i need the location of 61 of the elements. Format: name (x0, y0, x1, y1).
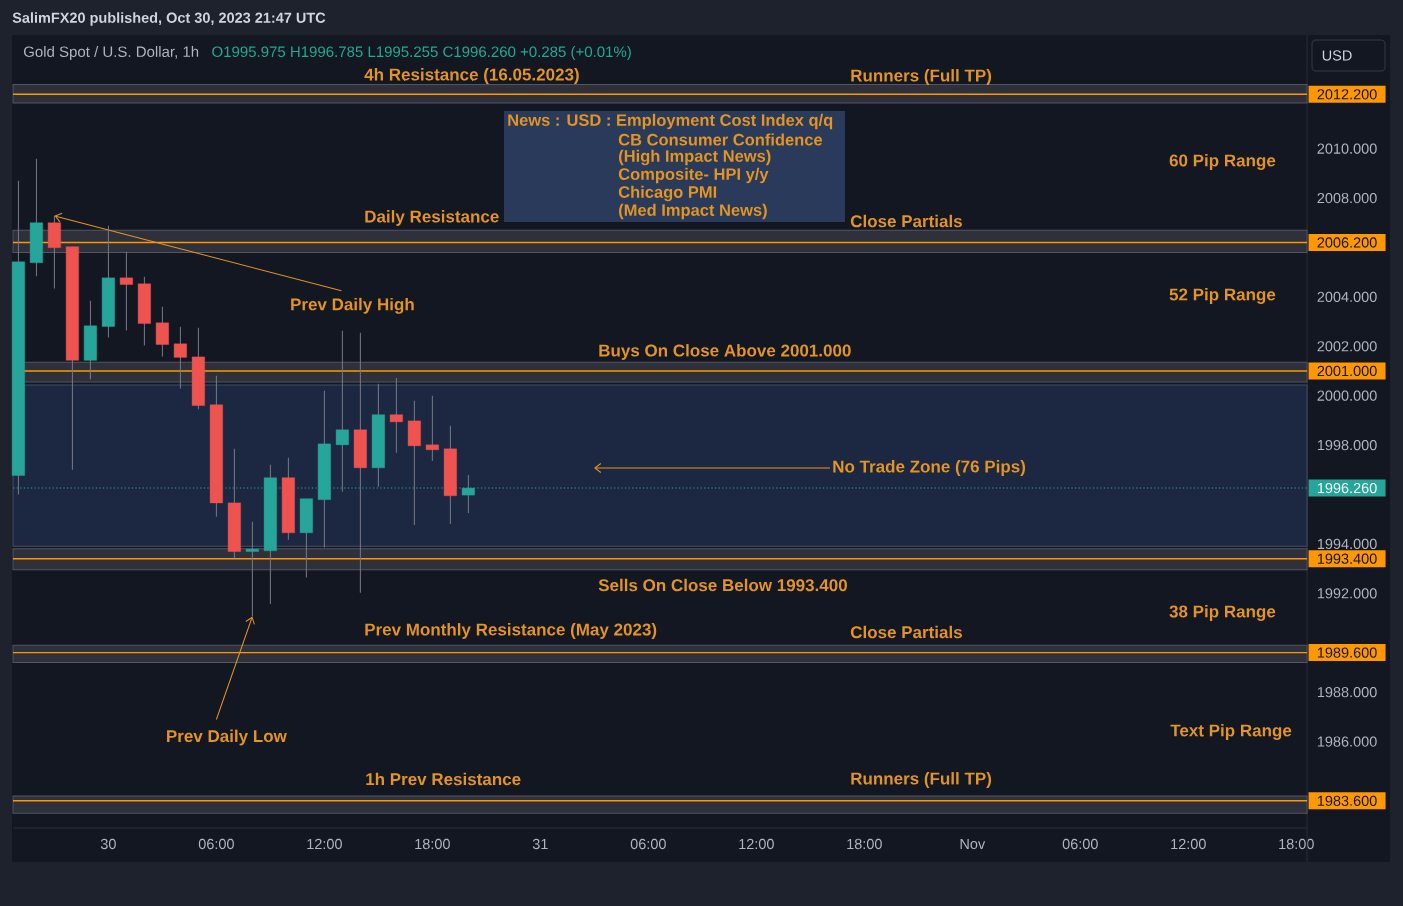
annotation: Prev Monthly Resistance (May 2023) (365, 623, 657, 639)
annotation: News : USD : Employment Cost Index q/q (508, 113, 833, 130)
ref-line-label: 1989.600 (1317, 647, 1377, 658)
candlestick (173, 326, 187, 390)
annotation: Daily Resistance (365, 210, 499, 226)
ref-line-label: 2012.200 (1317, 89, 1377, 100)
y-tick-label: 1994.000 (1317, 538, 1377, 550)
ref-line-label: 2001.000 (1317, 365, 1377, 377)
text: Gold Spot / U.S. Dollar, 1h (23, 46, 199, 60)
y-tick-label: 2000.000 (1317, 390, 1377, 401)
x-tick-label: 06:00 (198, 838, 234, 850)
annotation: 60 Pip Range (1169, 154, 1276, 170)
annotation: 1h Prev Resistance (366, 772, 521, 786)
y-tick-label: 1988.000 (1317, 686, 1377, 698)
x-tick-label: Nov (960, 838, 986, 850)
annotation: Buys On Close Above 2001.000 (599, 344, 851, 360)
annotation: 38 Pip Range (1169, 605, 1276, 621)
candlestick (155, 306, 169, 357)
x-tick-label: 18:00 (1279, 838, 1314, 850)
annotation: (Med Impact News) (619, 203, 767, 220)
annotation: Text Pip Range (1170, 724, 1292, 740)
candlestick (389, 377, 403, 454)
y-tick-label: 2008.000 (1317, 192, 1377, 204)
annotation: Chicago PMI (618, 185, 717, 202)
y-tick-label: 1992.000 (1317, 588, 1377, 599)
ref-line-label: 2006.200 (1317, 237, 1377, 248)
candlestick (119, 251, 133, 331)
annotation: 4h Resistance (16.05.2023) (364, 68, 579, 84)
x-tick-label: 30 (100, 838, 116, 850)
text: USD (1322, 50, 1352, 61)
y-tick-label: 2004.000 (1317, 291, 1377, 302)
ref-line-label: 1996.260 (1317, 482, 1377, 494)
annotation: Prev Daily High (291, 297, 414, 314)
text: O1995.975 H1996.785 L1995.255 C1996.260 +0.285 (+0.01%) (212, 46, 631, 60)
annotation: Prev Daily Low (167, 729, 287, 746)
x-tick-label: 12:00 (307, 838, 342, 850)
x-tick-label: 06:00 (1062, 838, 1098, 850)
annotation: (High Impact News) (619, 149, 771, 166)
annotation: 52 Pip Range (1169, 288, 1276, 304)
y-tick-label: 1986.000 (1317, 736, 1377, 747)
annotation: Close Partials (850, 214, 962, 228)
annotation: Composite- HPI y/y (618, 167, 769, 184)
x-tick-label: 12:00 (739, 838, 774, 850)
y-tick-label: 2002.000 (1317, 341, 1377, 352)
y-tick-label: 1998.000 (1317, 439, 1377, 451)
annotation: Runners (Full TP) (851, 69, 992, 85)
x-tick-label: 06:00 (630, 838, 666, 850)
ref-line-label: 1983.600 (1317, 795, 1377, 806)
annotation: CB Consumer Confidence (618, 133, 823, 146)
x-tick-label: 18:00 (847, 838, 882, 850)
candlestick (425, 395, 439, 462)
annotation: No Trade Zone (76 Pips) (833, 460, 1026, 476)
text: SalimFX20 published, Oct 30, 2023 21:47 UTC (12, 12, 326, 26)
annotation: Runners (Full TP) (851, 772, 992, 788)
annotation: Close Partials (850, 625, 962, 639)
y-tick-label: 2010.000 (1317, 143, 1377, 154)
x-tick-label: 12:00 (1171, 838, 1206, 850)
ref-line-label: 1993.400 (1317, 553, 1377, 564)
x-tick-label: 31 (532, 838, 548, 850)
annotation: Sells On Close Below 1993.400 (598, 578, 847, 592)
x-tick-label: 18:00 (415, 838, 450, 850)
